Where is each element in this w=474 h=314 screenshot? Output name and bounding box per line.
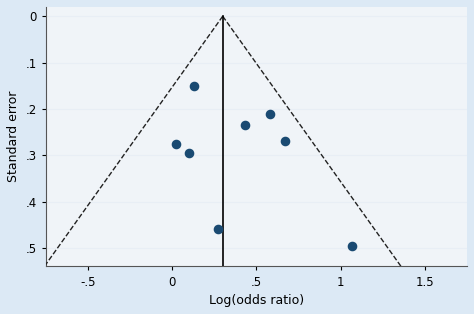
X-axis label: Log(odds ratio): Log(odds ratio): [209, 294, 304, 307]
Point: [241, 122, 248, 127]
Point: [266, 111, 273, 116]
Point: [281, 139, 289, 144]
Point: [190, 83, 198, 88]
Y-axis label: Standard error: Standard error: [7, 91, 20, 182]
Point: [214, 227, 221, 232]
Point: [185, 150, 193, 155]
Point: [349, 243, 356, 248]
Point: [172, 141, 179, 146]
